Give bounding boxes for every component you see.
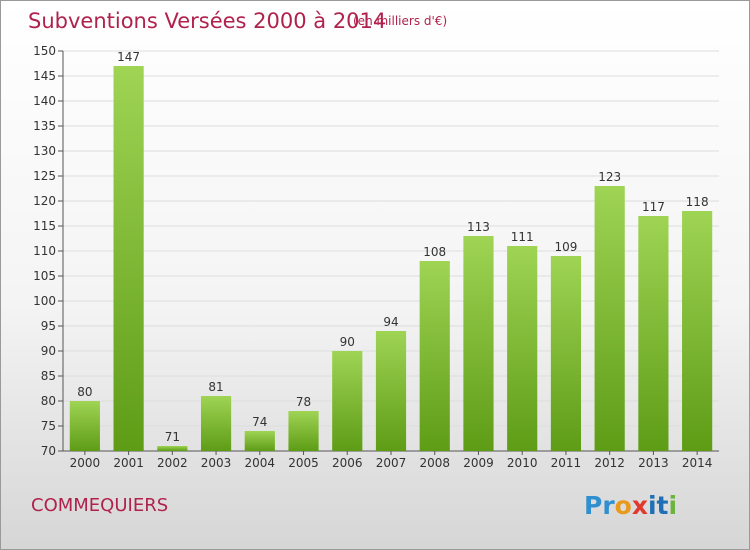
y-tick-label: 130 [33, 144, 56, 158]
x-tick-label: 2008 [419, 456, 450, 470]
chart-subtitle: (en milliers d'€) [353, 14, 448, 28]
x-tick-label: 2001 [113, 456, 144, 470]
y-tick-label: 125 [33, 169, 56, 183]
bar [375, 331, 407, 451]
data-label: 108 [423, 245, 446, 259]
x-tick-label: 2009 [463, 456, 494, 470]
bar [113, 66, 144, 451]
logo-part: i [668, 491, 678, 520]
data-label: 90 [340, 335, 355, 349]
commune-name: COMMEQUIERS [31, 495, 169, 516]
data-label: 117 [642, 200, 665, 214]
data-label: 81 [208, 380, 223, 394]
y-tick-label: 90 [41, 344, 56, 358]
y-tick-label: 75 [41, 419, 56, 433]
proxiti-logo[interactable]: Proxiti [584, 491, 677, 520]
y-tick-label: 105 [33, 269, 56, 283]
bar [419, 261, 450, 451]
bar [157, 446, 188, 451]
x-tick-label: 2000 [70, 456, 101, 470]
x-tick-label: 2013 [638, 456, 669, 470]
x-tick-label: 2014 [682, 456, 713, 470]
logo-part: Pr [584, 491, 615, 520]
data-label: 147 [117, 50, 140, 64]
data-label: 78 [296, 395, 311, 409]
logo-part: it [647, 491, 669, 520]
data-label: 113 [467, 220, 490, 234]
bar [550, 256, 582, 451]
bar-layer [69, 66, 713, 451]
y-tick-label: 110 [33, 244, 56, 258]
data-label: 109 [554, 240, 577, 254]
x-tick-label: 2007 [376, 456, 407, 470]
bar [682, 211, 713, 451]
data-label: 123 [598, 170, 621, 184]
x-tick-label: 2012 [594, 456, 625, 470]
x-tick-label: 2006 [332, 456, 363, 470]
data-label: 80 [77, 385, 92, 399]
chart-title: Subventions Versées 2000 à 2014 [28, 9, 387, 33]
bar [507, 246, 538, 451]
logo-part: o [614, 491, 632, 520]
logo-part: x [631, 491, 648, 520]
y-tick-label: 85 [41, 369, 56, 383]
x-tick-label: 2005 [288, 456, 319, 470]
y-tick-label: 80 [41, 394, 56, 408]
y-tick-label: 115 [33, 219, 56, 233]
x-tick-label: 2011 [551, 456, 582, 470]
y-tick-label: 70 [41, 444, 56, 458]
y-tick-label: 150 [33, 44, 56, 58]
x-tick-label: 2010 [507, 456, 538, 470]
x-tick-label: 2002 [157, 456, 188, 470]
bar [244, 431, 275, 451]
bar [594, 186, 625, 451]
data-label: 111 [511, 230, 534, 244]
bar [288, 411, 319, 451]
data-label: 71 [165, 430, 180, 444]
y-tick-label: 140 [33, 94, 56, 108]
x-tick-label: 2004 [245, 456, 276, 470]
y-tick-label: 95 [41, 319, 56, 333]
bar [200, 396, 232, 451]
label-layer: 80 147 71 81 74 78 90 94 108 113 111 109 123 117 118 [77, 50, 708, 444]
bar [638, 216, 669, 451]
data-label: 74 [252, 415, 267, 429]
y-tick-label: 100 [33, 294, 56, 308]
y-tick-label: 135 [33, 119, 56, 133]
bar [463, 236, 494, 451]
data-label: 94 [383, 315, 398, 329]
y-tick-label: 120 [33, 194, 56, 208]
bar [69, 401, 100, 451]
bar [332, 351, 363, 451]
x-tick-label: 2003 [201, 456, 232, 470]
y-tick-label: 145 [33, 69, 56, 83]
data-label: 118 [686, 195, 709, 209]
